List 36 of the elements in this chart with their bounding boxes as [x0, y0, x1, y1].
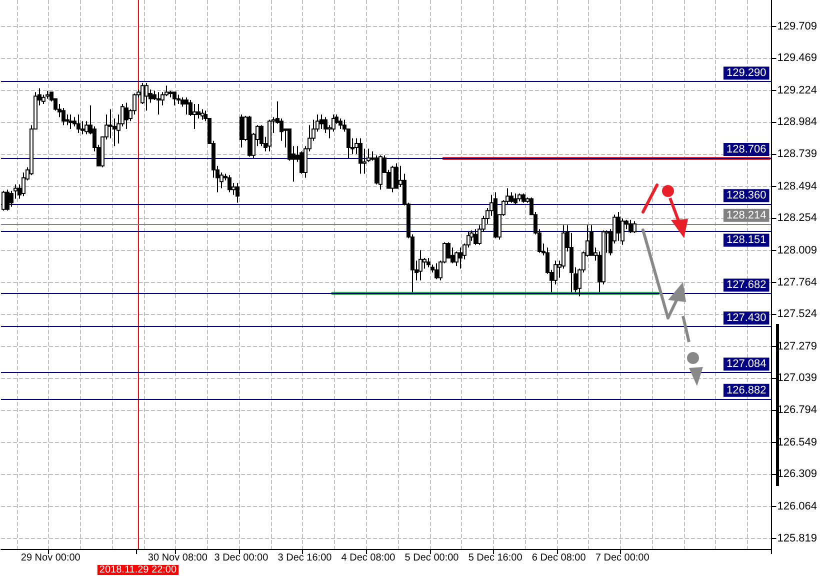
ref-line-label: 127.430 — [726, 312, 766, 324]
ref-line-label: 128.360 — [726, 190, 766, 202]
y-tick-label: 128.009 — [777, 244, 818, 256]
y-tick-label: 126.309 — [777, 468, 818, 480]
ref-line-label: 128.706 — [726, 143, 766, 156]
y-tick-label: 128.984 — [777, 116, 818, 128]
x-tick-label: 3 Dec 00:00 — [214, 552, 269, 564]
x-tick-label: 2018.11.29 22:00 — [99, 564, 177, 576]
y-tick-label: 129.469 — [777, 52, 818, 64]
y-tick-label: 128.739 — [777, 148, 818, 160]
y-tick-label: 125.819 — [777, 532, 818, 545]
y-tick-label: 129.709 — [777, 20, 818, 32]
y-tick-label: 126.549 — [777, 436, 818, 448]
y-tick-label: 127.764 — [777, 276, 818, 289]
x-tick-label: 5 Dec 00:00 — [404, 552, 460, 564]
y-tick-label: 129.224 — [777, 84, 818, 96]
x-tick-label: 30 Nov 08:00 — [148, 552, 208, 564]
ref-line-label: 128.151 — [726, 234, 766, 246]
ref-line-label: 127.682 — [726, 279, 766, 292]
x-tick-label: 6 Dec 08:00 — [532, 552, 586, 564]
ref-line-label: 126.882 — [726, 384, 766, 396]
y-tick-label: 127.524 — [777, 308, 818, 320]
y-tick-label: 127.279 — [777, 340, 818, 352]
x-tick-label: 5 Dec 16:00 — [468, 552, 523, 564]
x-tick-label: 29 Nov 00:00 — [20, 552, 81, 564]
ref-line-label: 128.214 — [726, 209, 766, 222]
y-tick-label: 127.039 — [777, 372, 818, 384]
y-tick-label: 126.794 — [777, 404, 818, 416]
x-tick-label: 4 Dec 08:00 — [341, 552, 396, 564]
y-tick-label: 126.064 — [777, 500, 818, 512]
y-tick-label: 128.254 — [777, 212, 818, 224]
ref-line-label: 129.290 — [726, 67, 766, 80]
y-tick-label: 128.494 — [777, 180, 818, 192]
x-tick-label: 3 Dec 16:00 — [278, 552, 332, 564]
x-tick-label: 7 Dec 00:00 — [595, 552, 650, 564]
ref-line-label: 127.084 — [726, 358, 766, 370]
